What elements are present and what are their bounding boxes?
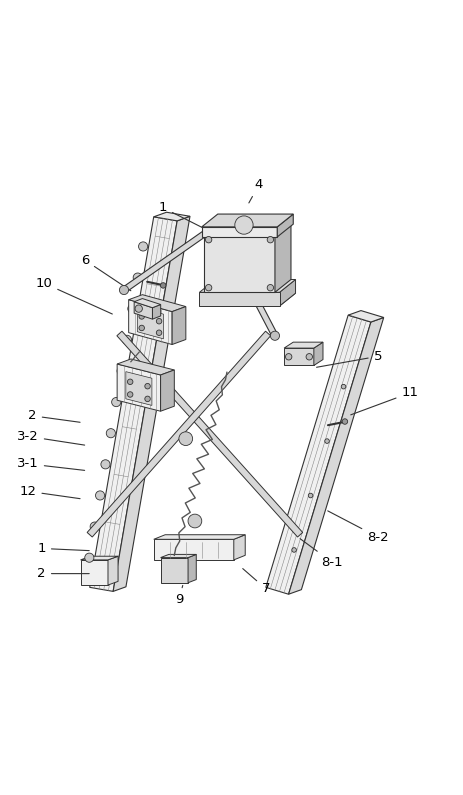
Polygon shape <box>280 280 295 306</box>
Polygon shape <box>122 223 217 293</box>
Circle shape <box>128 304 137 313</box>
Polygon shape <box>81 560 108 585</box>
Circle shape <box>341 384 346 389</box>
Polygon shape <box>200 293 280 306</box>
Circle shape <box>112 398 121 407</box>
Polygon shape <box>129 300 172 344</box>
Circle shape <box>206 285 212 291</box>
Text: 7: 7 <box>243 568 270 595</box>
Circle shape <box>308 493 313 498</box>
Text: 5: 5 <box>317 350 382 367</box>
Polygon shape <box>134 302 152 319</box>
Circle shape <box>161 283 166 288</box>
Polygon shape <box>90 217 177 591</box>
Text: 8-2: 8-2 <box>328 511 389 544</box>
Circle shape <box>267 285 274 291</box>
Polygon shape <box>161 370 174 411</box>
Circle shape <box>127 379 133 385</box>
Polygon shape <box>188 554 196 583</box>
Polygon shape <box>138 307 163 339</box>
Polygon shape <box>126 371 152 405</box>
Circle shape <box>188 514 202 528</box>
Polygon shape <box>348 311 384 322</box>
Circle shape <box>117 366 126 375</box>
Polygon shape <box>204 235 275 293</box>
Polygon shape <box>161 554 196 557</box>
Polygon shape <box>275 223 291 293</box>
Polygon shape <box>284 348 314 366</box>
Circle shape <box>145 383 150 389</box>
Circle shape <box>156 330 162 335</box>
Circle shape <box>133 273 142 282</box>
Polygon shape <box>314 342 323 366</box>
Circle shape <box>270 332 280 340</box>
Circle shape <box>90 522 99 531</box>
Text: 1: 1 <box>38 542 89 555</box>
Text: 8-1: 8-1 <box>300 539 343 568</box>
Circle shape <box>135 305 143 312</box>
Circle shape <box>212 223 219 230</box>
Polygon shape <box>266 315 371 594</box>
Circle shape <box>127 392 133 398</box>
Polygon shape <box>234 535 245 560</box>
Circle shape <box>156 319 162 324</box>
Circle shape <box>342 419 348 425</box>
Polygon shape <box>117 364 161 411</box>
Circle shape <box>122 335 131 344</box>
Circle shape <box>138 242 148 251</box>
Polygon shape <box>284 342 323 348</box>
Text: 11: 11 <box>351 386 419 415</box>
Text: 2: 2 <box>28 409 80 422</box>
Text: 12: 12 <box>19 485 80 498</box>
Polygon shape <box>161 557 188 583</box>
Text: 4: 4 <box>249 178 263 203</box>
Polygon shape <box>277 214 293 237</box>
Polygon shape <box>152 304 161 319</box>
Circle shape <box>85 553 94 562</box>
Polygon shape <box>129 295 186 312</box>
Circle shape <box>267 236 274 243</box>
Circle shape <box>139 325 144 331</box>
Text: 1: 1 <box>159 201 208 231</box>
Circle shape <box>286 354 292 360</box>
Text: 9: 9 <box>175 585 183 607</box>
Circle shape <box>306 354 313 360</box>
Circle shape <box>325 439 329 444</box>
Polygon shape <box>87 332 271 537</box>
Polygon shape <box>108 556 118 585</box>
Polygon shape <box>154 212 190 221</box>
Circle shape <box>106 429 115 438</box>
Polygon shape <box>202 227 277 237</box>
Polygon shape <box>200 280 295 293</box>
Polygon shape <box>200 293 295 306</box>
Circle shape <box>179 432 193 445</box>
Text: 10: 10 <box>36 277 113 314</box>
Text: 2: 2 <box>38 567 89 580</box>
Polygon shape <box>134 299 161 308</box>
Text: 6: 6 <box>81 254 131 291</box>
Circle shape <box>139 314 144 319</box>
Circle shape <box>95 491 105 500</box>
Polygon shape <box>204 223 291 235</box>
Polygon shape <box>154 539 234 560</box>
Polygon shape <box>81 556 118 560</box>
Circle shape <box>101 460 110 469</box>
Circle shape <box>206 236 212 243</box>
Polygon shape <box>117 332 303 537</box>
Polygon shape <box>202 214 293 227</box>
Text: 3-2: 3-2 <box>17 430 85 445</box>
Circle shape <box>292 548 296 553</box>
Polygon shape <box>172 307 186 344</box>
Polygon shape <box>288 317 384 594</box>
Circle shape <box>145 396 150 401</box>
Polygon shape <box>218 229 278 337</box>
Polygon shape <box>113 216 190 591</box>
Text: 3-1: 3-1 <box>17 457 85 471</box>
Circle shape <box>119 285 129 295</box>
Polygon shape <box>154 535 245 539</box>
Polygon shape <box>117 359 174 375</box>
Circle shape <box>235 216 253 235</box>
